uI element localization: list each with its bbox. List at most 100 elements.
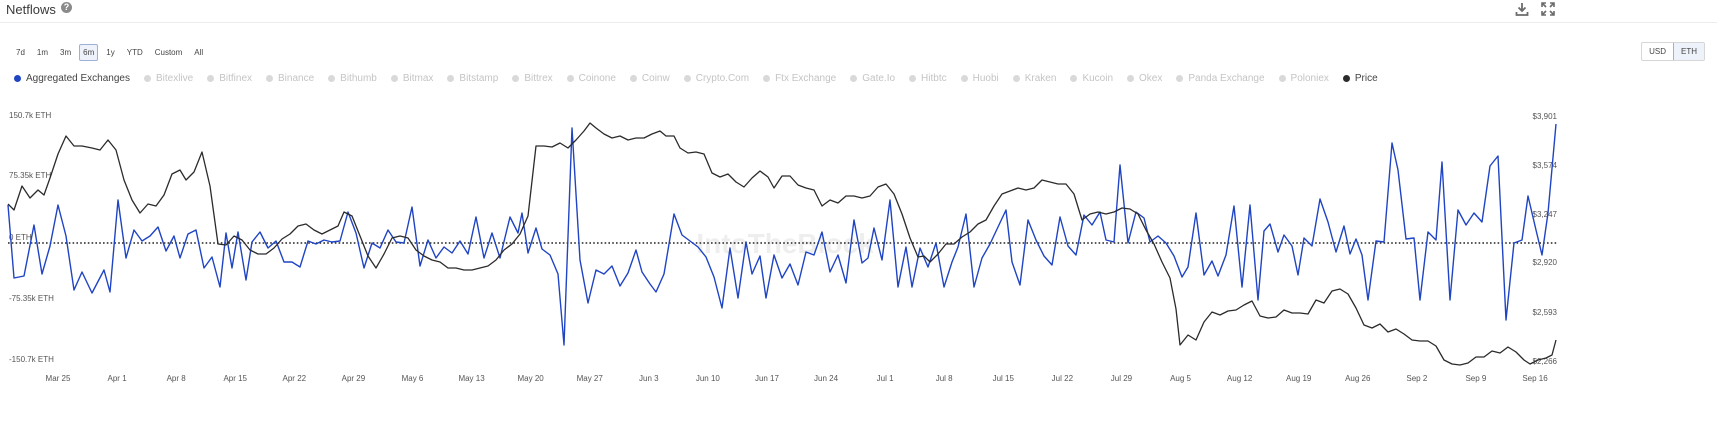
legend-item-bitfinex[interactable]: Bitfinex <box>207 73 252 84</box>
right-axis-tick-label: $2,266 <box>1533 357 1558 366</box>
download-icon[interactable] <box>1515 2 1529 16</box>
legend-item-ftx-exchange[interactable]: Ftx Exchange <box>763 73 836 84</box>
legend-label: Binance <box>278 73 315 84</box>
unit-button-eth[interactable]: ETH <box>1673 43 1704 60</box>
expand-icon[interactable] <box>1541 2 1555 16</box>
legend-dot-icon <box>512 75 520 82</box>
range-button-3m[interactable]: 3m <box>60 48 72 57</box>
time-range-selector: 7d 1m 3m 6m 1y YTD Custom All <box>12 44 207 61</box>
x-axis-tick-label: May 20 <box>518 374 545 383</box>
legend-item-coinone[interactable]: Coinone <box>566 73 616 84</box>
x-axis-tick-label: Apr 8 <box>167 374 187 383</box>
legend-label: Kucoin <box>1082 73 1114 84</box>
x-axis-tick-label: Aug 5 <box>1170 374 1191 383</box>
legend-label: Ftx Exchange <box>775 73 837 84</box>
legend-label: Kraken <box>1024 73 1057 84</box>
legend-dot-icon <box>763 75 771 82</box>
watermark: IntoTheBlock <box>696 228 874 259</box>
legend-item-bitmax[interactable]: Bitmax <box>390 73 433 84</box>
legend-item-gate-io[interactable]: Gate.Io <box>850 73 895 84</box>
unit-toggle: USD ETH <box>1641 42 1705 61</box>
legend-item-bitexlive[interactable]: Bitexlive <box>143 73 194 84</box>
legend-label: Huobi <box>972 73 999 84</box>
legend-dot-icon <box>390 75 398 82</box>
range-button-6m[interactable]: 6m <box>79 44 99 61</box>
legend-dot-icon <box>683 75 691 82</box>
left-axis-tick-label: -150.7k ETH <box>9 355 54 364</box>
x-axis-tick-label: Aug 12 <box>1227 374 1253 383</box>
legend-dot-icon <box>1176 75 1184 82</box>
range-button-custom[interactable]: Custom <box>154 48 183 57</box>
x-axis-tick-label: Aug 26 <box>1345 374 1371 383</box>
x-axis-tick-label: Sep 16 <box>1522 374 1548 383</box>
x-axis-tick-label: Jun 24 <box>814 374 839 383</box>
legend-label: Bitexlive <box>155 73 194 84</box>
legend-label: Poloniex <box>1290 73 1329 84</box>
left-axis-tick-label: 75.35k ETH <box>9 171 51 180</box>
x-axis-tick-label: Jun 3 <box>639 374 659 383</box>
x-axis-tick-label: Sep 9 <box>1465 374 1486 383</box>
left-axis-tick-label: 150.7k ETH <box>9 111 51 120</box>
x-axis-tick-label: Apr 29 <box>342 374 366 383</box>
legend-dot-icon <box>1342 75 1350 82</box>
legend-label: Coinone <box>578 73 616 84</box>
legend-label: Bithumb <box>340 73 377 84</box>
legend-dot-icon <box>1012 75 1020 82</box>
legend-label: Bitstamp <box>459 73 499 84</box>
legend-dot-icon <box>207 75 215 82</box>
legend-dot-icon <box>266 75 274 82</box>
x-axis-tick-label: Jul 29 <box>1111 374 1133 383</box>
range-button-1m[interactable]: 1m <box>36 48 49 57</box>
legend-label: Bittrex <box>524 73 553 84</box>
x-axis-tick-label: Jul 1 <box>877 374 894 383</box>
unit-button-usd[interactable]: USD <box>1649 47 1666 56</box>
legend-item-hitbtc[interactable]: Hitbtc <box>909 73 947 84</box>
left-axis-tick-label: -75.35k ETH <box>9 294 54 303</box>
legend-dot-icon <box>909 75 917 82</box>
legend-item-binance[interactable]: Binance <box>266 73 314 84</box>
right-axis-tick-label: $3,247 <box>1533 210 1558 219</box>
legend-item-kraken[interactable]: Kraken <box>1012 73 1057 84</box>
range-button-1y[interactable]: 1y <box>106 48 115 57</box>
x-axis-tick-label: Jun 10 <box>696 374 721 383</box>
legend-dot-icon <box>14 75 21 82</box>
question-circle-icon[interactable]: ? <box>61 2 72 13</box>
legend-label: Coinw <box>641 73 670 84</box>
legend-dot-icon <box>566 75 574 82</box>
x-axis-tick-label: May 13 <box>458 374 485 383</box>
legend-label: Hitbtc <box>921 73 947 84</box>
legend-item-aggregated-exchanges[interactable]: Aggregated Exchanges <box>14 73 130 84</box>
range-button-all[interactable]: All <box>194 48 204 57</box>
legend-label: Panda Exchange <box>1188 73 1265 84</box>
legend-label: Okex <box>1139 73 1163 84</box>
page-title: Netflows <box>6 2 56 17</box>
legend-item-huobi[interactable]: Huobi <box>960 73 999 84</box>
chart-legend: Aggregated Exchanges Bitexlive Bitfinex Bin… <box>14 73 1378 84</box>
legend-label: Bitfinex <box>219 73 253 84</box>
range-button-ytd[interactable]: YTD <box>126 48 143 57</box>
series-line-price <box>7 122 1557 366</box>
legend-item-bitstamp[interactable]: Bitstamp <box>447 73 498 84</box>
legend-item-coinw[interactable]: Coinw <box>629 73 670 84</box>
legend-item-price[interactable]: Price <box>1342 73 1378 84</box>
legend-item-bithumb[interactable]: Bithumb <box>328 73 377 84</box>
legend-item-poloniex[interactable]: Poloniex <box>1278 73 1329 84</box>
title-bar: Netflows ? <box>0 0 1717 23</box>
legend-item-crypto-com[interactable]: Crypto.Com <box>683 73 749 84</box>
legend-dot-icon <box>1070 75 1078 82</box>
right-axis-tick-label: $3,901 <box>1533 112 1558 121</box>
range-button-7d[interactable]: 7d <box>16 48 25 57</box>
legend-dot-icon <box>447 75 455 82</box>
legend-label: Aggregated Exchanges <box>26 73 130 84</box>
x-axis-tick-label: Apr 15 <box>223 374 247 383</box>
legend-dot-icon <box>850 75 858 82</box>
x-axis-tick-label: Apr 1 <box>108 374 128 383</box>
legend-item-okex[interactable]: Okex <box>1127 73 1162 84</box>
legend-dot-icon <box>328 75 336 82</box>
x-axis-tick-label: Aug 19 <box>1286 374 1312 383</box>
legend-dot-icon <box>1278 75 1286 82</box>
legend-item-bittrex[interactable]: Bittrex <box>512 73 553 84</box>
legend-item-kucoin[interactable]: Kucoin <box>1070 73 1113 84</box>
legend-item-panda-exchange[interactable]: Panda Exchange <box>1176 73 1265 84</box>
